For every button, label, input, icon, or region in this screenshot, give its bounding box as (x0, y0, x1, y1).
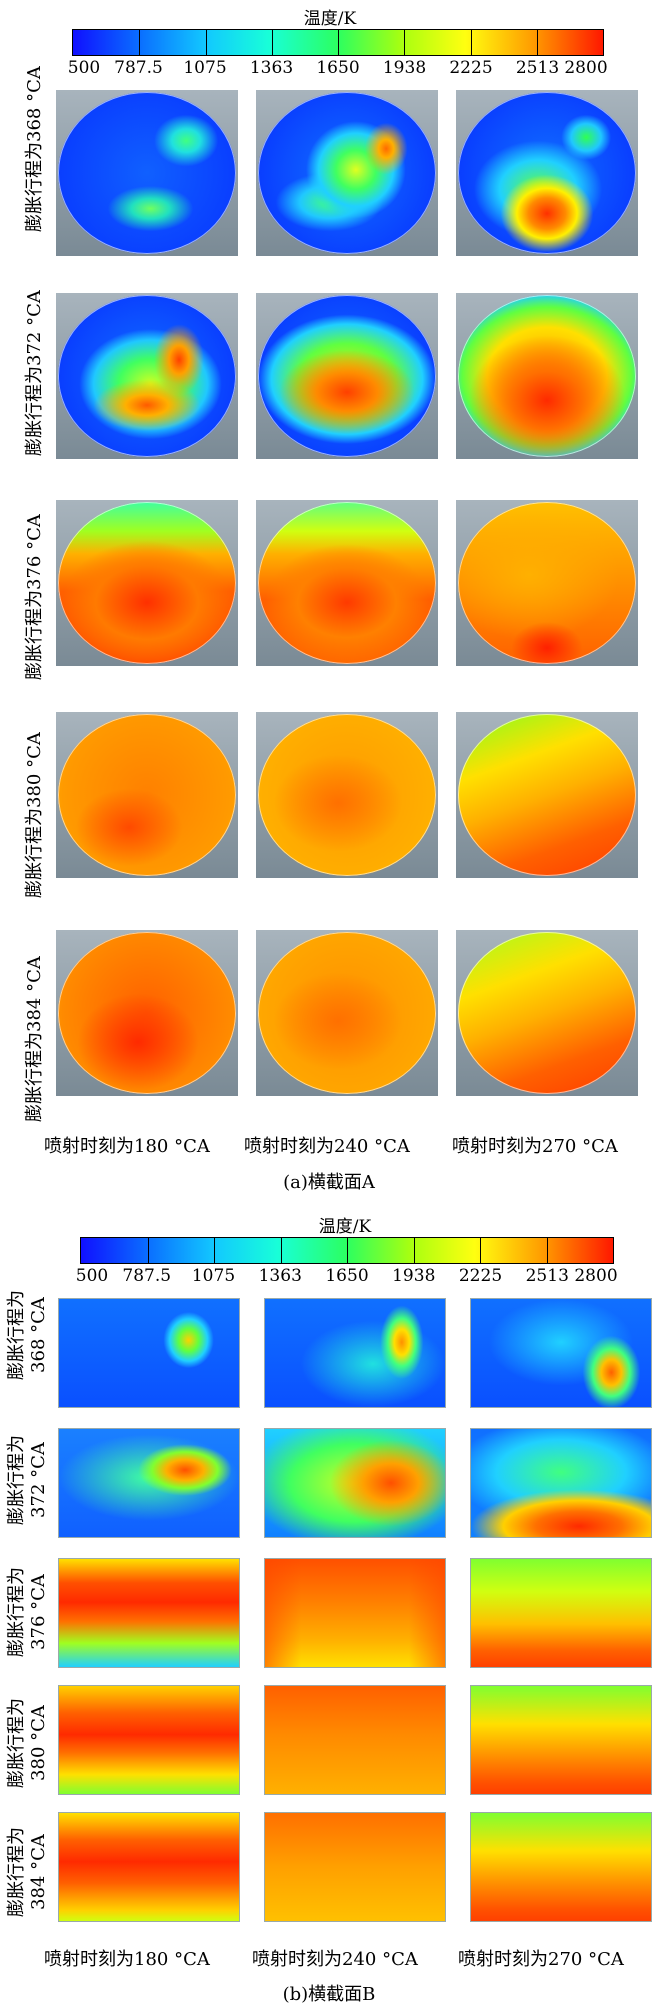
contour-b-368-240 (264, 1298, 446, 1408)
colorbar-b-tick-2 (214, 1238, 215, 1263)
colorbar-a-tick-label-4: 1650 (316, 58, 360, 78)
colorbar-b-tick-7 (546, 1238, 548, 1263)
contour-b-376-180 (58, 1558, 240, 1668)
colorbar-b-tick-label-8: 2800 (574, 1266, 618, 1286)
colorbar-a-tick-2 (205, 30, 207, 55)
contour-b-372-180 (58, 1428, 240, 1538)
colorbar-b-tick-label-5: 1938 (392, 1266, 436, 1286)
caption-b: (b)横截面B (282, 1984, 376, 2005)
contour-b-384-180 (58, 1812, 240, 1922)
contour-b-380-180 (58, 1685, 240, 1795)
row-a-label-4: 膨胀行程为380 °CA (24, 732, 45, 898)
row-b-label-5: 膨胀行程为 384 °CA (6, 1827, 49, 1917)
contour-b-368-270 (470, 1298, 652, 1408)
colorbar-a-tick-label-0: 500 (67, 58, 101, 78)
col-b-label-2: 喷射时刻为240 °CA (252, 1949, 418, 1970)
colorbar-a-tick-7 (536, 30, 538, 55)
contour-b-376-240 (264, 1558, 446, 1668)
contour-a-380-240 (256, 712, 438, 878)
contour-a-368-180 (56, 90, 238, 256)
colorbar-b (80, 1237, 614, 1264)
colorbar-b-tick-label-4: 1650 (325, 1266, 369, 1286)
colorbar-b-tick-6 (480, 1238, 481, 1263)
colorbar-b-tick-label-6: 2225 (458, 1266, 503, 1286)
contour-b-380-240 (264, 1685, 446, 1795)
colorbar-a (72, 29, 604, 56)
colorbar-a-tick-3 (271, 30, 273, 55)
contour-b-368-180 (58, 1298, 240, 1408)
colorbar-b-tick-label-1: 787.5 (122, 1266, 172, 1286)
colorbar-a-tick-6 (470, 30, 472, 55)
colorbar-a-tick-label-5: 1938 (382, 58, 427, 78)
contour-b-384-240 (264, 1812, 446, 1922)
contour-b-376-270 (470, 1558, 652, 1668)
row-a-label-1: 膨胀行程为368 °CA (24, 66, 45, 232)
contour-b-372-240 (264, 1428, 446, 1538)
colorbar-a-tick-5 (404, 30, 406, 55)
col-b-label-1: 喷射时刻为180 °CA (44, 1949, 210, 1970)
contour-a-376-180 (56, 500, 238, 666)
col-a-label-3: 喷射时刻为270 °CA (452, 1136, 618, 1157)
colorbar-b-tick-label-0: 500 (75, 1266, 109, 1286)
colorbar-b-tick-label-3: 1363 (258, 1266, 302, 1286)
colorbar-a-tick-1 (139, 30, 141, 55)
colorbar-a-tick-label-1: 787.5 (114, 58, 163, 78)
contour-a-384-240 (256, 930, 438, 1096)
colorbar-a-tick-label-2: 1075 (183, 58, 227, 78)
row-a-label-2: 膨胀行程为372 °CA (24, 290, 45, 456)
contour-b-384-270 (470, 1812, 652, 1922)
colorbar-b-tick-label-7: 2513 (525, 1266, 569, 1286)
colorbar-b-title: 温度/K (318, 1217, 372, 1237)
col-a-label-1: 喷射时刻为180 °CA (44, 1136, 210, 1157)
contour-a-372-270 (456, 293, 638, 459)
contour-a-376-270 (456, 500, 638, 666)
colorbar-b-tick-3 (280, 1238, 282, 1263)
colorbar-b-tick-label-2: 1075 (191, 1266, 236, 1286)
col-a-label-2: 喷射时刻为240 °CA (244, 1136, 410, 1157)
contour-a-384-270 (456, 930, 638, 1096)
contour-a-372-240 (256, 293, 438, 459)
contour-a-368-240 (256, 90, 438, 256)
colorbar-b-tick-5 (413, 1238, 415, 1263)
row-b-label-3: 膨胀行程为 376 °CA (6, 1567, 49, 1657)
contour-a-368-270 (456, 90, 638, 256)
row-a-label-3: 膨胀行程为376 °CA (24, 514, 45, 680)
contour-b-372-270 (470, 1428, 652, 1538)
contour-a-380-180 (56, 712, 238, 878)
row-b-label-4: 膨胀行程为 380 °CA (6, 1698, 49, 1788)
contour-a-372-180 (56, 293, 238, 459)
contour-a-376-240 (256, 500, 438, 666)
row-a-label-5: 膨胀行程为384 °CA (24, 956, 45, 1122)
row-b-label-2: 膨胀行程为 372 °CA (6, 1435, 49, 1525)
colorbar-a-title: 温度/K (303, 9, 357, 29)
row-b-label-1: 膨胀行程为 368 °CA (6, 1290, 49, 1380)
colorbar-b-tick-1 (147, 1238, 149, 1263)
col-b-label-3: 喷射时刻为270 °CA (458, 1949, 624, 1970)
caption-a: (a)横截面A (283, 1172, 375, 1193)
colorbar-a-tick-label-7: 2513 (515, 58, 560, 78)
colorbar-a-tick-4 (338, 30, 339, 55)
colorbar-a-tick-label-6: 2225 (449, 58, 493, 78)
colorbar-a-tick-label-8: 2800 (564, 58, 608, 78)
contour-a-384-180 (56, 930, 238, 1096)
contour-b-380-270 (470, 1685, 652, 1795)
colorbar-a-tick-label-3: 1363 (249, 58, 294, 78)
contour-a-380-270 (456, 712, 638, 878)
colorbar-b-tick-4 (347, 1238, 348, 1263)
